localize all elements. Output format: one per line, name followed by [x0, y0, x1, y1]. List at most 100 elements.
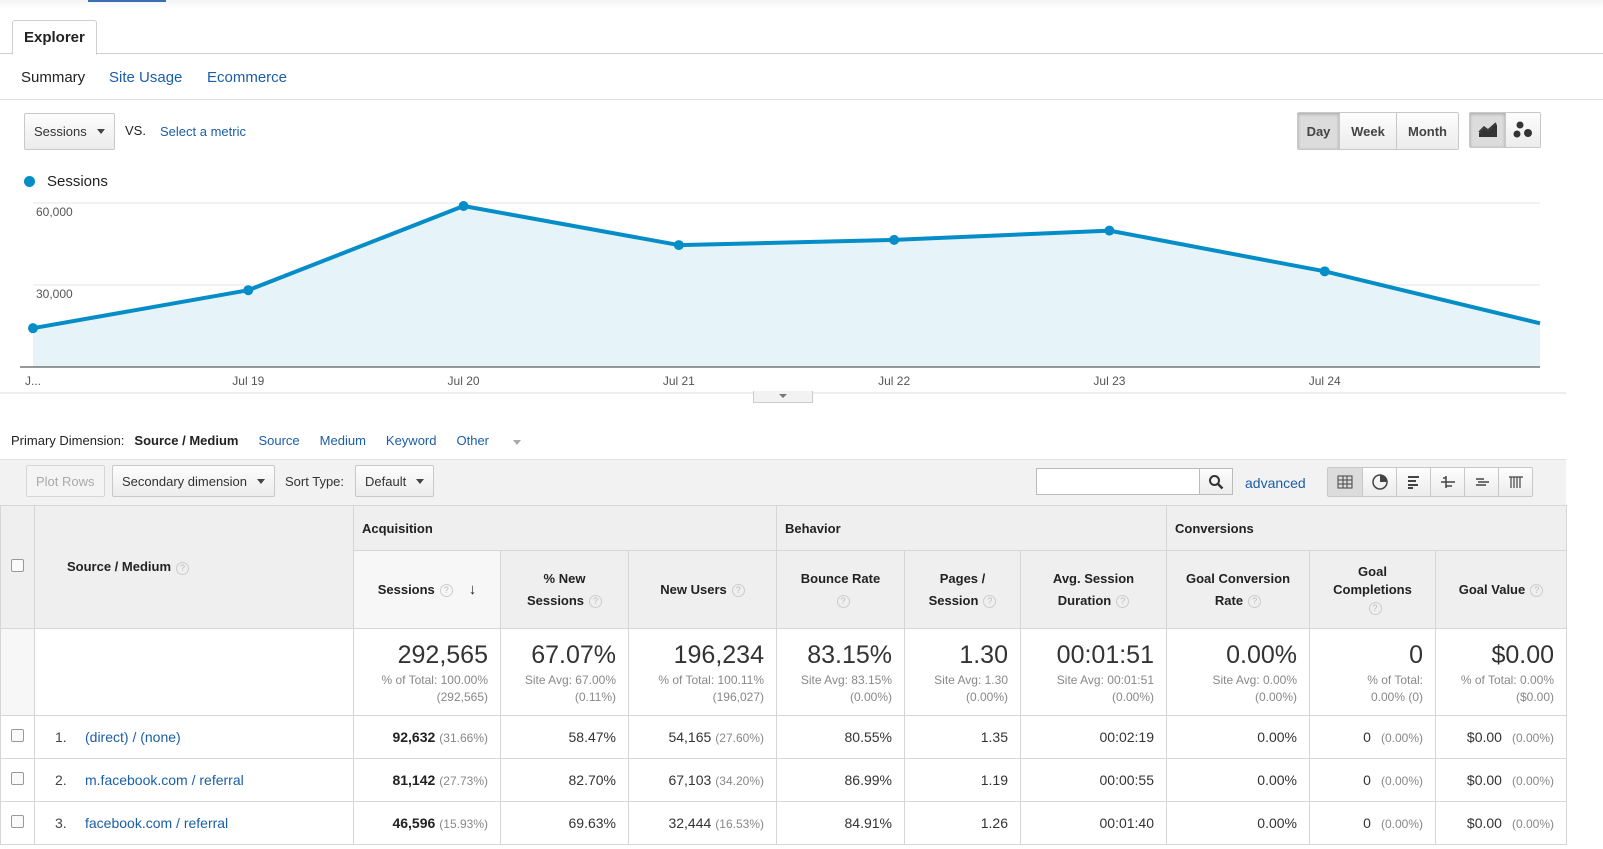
primary-dimension-selected[interactable]: Source / Medium: [134, 433, 239, 448]
collapse-chart-handle[interactable]: [753, 391, 813, 403]
table-search-input[interactable]: [1036, 468, 1200, 495]
source-medium-header[interactable]: Source / Medium?: [34, 505, 354, 629]
x-tick-label: J...: [25, 374, 41, 388]
row-number: 3.: [55, 815, 67, 831]
avg-duration-header[interactable]: Avg. Session Duration?: [1020, 550, 1167, 629]
subnav-site-usage[interactable]: Site Usage: [109, 69, 183, 86]
tab-explorer[interactable]: Explorer: [12, 20, 97, 55]
avg-duration-header-line1: Avg. Session: [1052, 570, 1135, 586]
row-checkbox[interactable]: [11, 772, 24, 785]
total-value: 196,234: [673, 641, 764, 669]
goal-value-value: $0.00: [1466, 815, 1502, 831]
new-sessions-header[interactable]: % New Sessions?: [500, 550, 629, 629]
sessions-value: 46,596: [392, 815, 436, 831]
total-sub2: (292,565): [436, 690, 488, 704]
row-goal-conversion: 0.00%: [1166, 758, 1310, 802]
dimension-source[interactable]: Source: [258, 433, 300, 448]
sort-type-dropdown[interactable]: Default: [355, 465, 435, 497]
row-checkbox[interactable]: [11, 815, 24, 828]
line-chart-icon[interactable]: [1470, 113, 1505, 147]
goal-comp-pct: (0.00%): [1380, 774, 1423, 788]
row-number: 2.: [55, 772, 67, 788]
row-bounce-rate: 80.55%: [776, 715, 905, 759]
term-cloud-view-icon[interactable]: [1464, 468, 1498, 496]
advanced-link[interactable]: advanced: [1245, 475, 1306, 491]
sessions-pct: (15.93%): [439, 817, 488, 831]
data-point: [889, 234, 900, 245]
new-users-pct: (34.20%): [715, 774, 764, 788]
data-point: [673, 240, 684, 251]
dimension-keyword[interactable]: Keyword: [385, 433, 437, 448]
total-bounce-rate: 83.15% Site Avg: 83.15% (0.00%): [776, 628, 905, 716]
new-users-header[interactable]: New Users?: [628, 550, 777, 629]
row-avg-duration: 00:02:19: [1020, 715, 1167, 759]
help-icon[interactable]: ?: [1530, 583, 1544, 597]
pie-view-icon[interactable]: [1362, 468, 1396, 496]
total-sub1: Site Avg: 00:01:51: [1056, 673, 1154, 687]
comparison-view-icon[interactable]: [1430, 468, 1464, 496]
totals-row: 292,565 % of Total: 100.00% (292,565) 67.0…: [0, 628, 1567, 716]
help-icon[interactable]: ?: [1248, 594, 1262, 608]
total-pages-session: 1.30 Site Avg: 1.30 (0.00%): [904, 628, 1021, 716]
help-icon[interactable]: ?: [1116, 594, 1130, 608]
subnav-ecommerce[interactable]: Ecommerce: [207, 69, 288, 86]
total-sub1: Site Avg: 83.15%: [800, 673, 892, 687]
search-button[interactable]: [1199, 468, 1233, 495]
table-view-toggle: [1327, 467, 1533, 497]
help-icon[interactable]: ?: [439, 583, 453, 597]
table-view-icon[interactable]: [1328, 468, 1362, 496]
motion-chart-icon[interactable]: [1505, 113, 1540, 147]
total-sub1: % of Total: 100.11%: [658, 673, 764, 687]
select-all-checkbox[interactable]: [11, 559, 24, 572]
row-name-link[interactable]: (direct) / (none): [85, 729, 181, 745]
month-button[interactable]: Month: [1396, 113, 1458, 149]
secondary-dimension-dropdown[interactable]: Secondary dimension: [112, 465, 276, 497]
total-sub1: % of Total: 100.00%: [381, 673, 488, 687]
table-row: 3. facebook.com / referral 46,596 (15.93%)…: [0, 801, 1567, 845]
pages-session-header[interactable]: Pages / Session?: [904, 550, 1021, 629]
metric-dropdown[interactable]: Sessions: [24, 113, 115, 150]
day-button[interactable]: Day: [1298, 113, 1339, 149]
dimension-other[interactable]: Other: [456, 433, 541, 448]
new-users-value: 32,444: [668, 815, 712, 831]
goal-conversion-header[interactable]: Goal Conversion Rate?: [1166, 550, 1310, 629]
row-goal-completions: 0 (0.00%): [1309, 758, 1436, 802]
total-sub2: 0.00% (0): [1370, 690, 1423, 704]
sessions-pct: (27.73%): [439, 774, 488, 788]
x-tick-label: Jul 20: [448, 374, 480, 388]
granularity-toggle: Day Week Month: [1297, 112, 1459, 150]
plot-rows-button[interactable]: Plot Rows: [26, 465, 105, 497]
help-icon[interactable]: ?: [1368, 601, 1382, 615]
subnav-summary[interactable]: Summary: [21, 69, 86, 86]
sessions-header[interactable]: Sessions? ↓: [353, 550, 501, 629]
chevron-down-icon: [416, 478, 425, 484]
bar-view-icon[interactable]: [1396, 468, 1430, 496]
row-checkbox[interactable]: [11, 729, 24, 742]
active-underline: [88, 0, 166, 2]
total-sub2: (196,027): [712, 690, 764, 704]
row-name-link[interactable]: facebook.com / referral: [85, 815, 229, 831]
pivot-view-icon[interactable]: [1498, 468, 1532, 496]
row-new-sessions: 69.63%: [500, 801, 629, 845]
help-icon[interactable]: ?: [176, 561, 190, 575]
total-sessions: 292,565 % of Total: 100.00% (292,565): [353, 628, 501, 716]
goal-completions-header[interactable]: Goal Completions?: [1309, 550, 1436, 629]
goal-value-header[interactable]: Goal Value?: [1435, 550, 1567, 629]
help-icon[interactable]: ?: [836, 594, 850, 608]
help-icon[interactable]: ?: [589, 594, 603, 608]
goal-completions-header-line2: Completions: [1333, 581, 1412, 597]
goal-comp-value: 0: [1363, 815, 1371, 831]
behavior-group-header: Behavior: [776, 505, 1167, 551]
total-avg-duration: 00:01:51 Site Avg: 00:01:51 (0.00%): [1020, 628, 1167, 716]
secondary-dimension-label: Secondary dimension: [122, 473, 248, 489]
select-metric-link[interactable]: Select a metric: [160, 124, 246, 139]
row-name-link[interactable]: m.facebook.com / referral: [85, 772, 244, 788]
dimension-medium[interactable]: Medium: [319, 433, 366, 448]
help-icon[interactable]: ?: [731, 583, 745, 597]
row-avg-duration: 00:00:55: [1020, 758, 1167, 802]
week-button[interactable]: Week: [1339, 113, 1396, 149]
goal-value-pct: (0.00%): [1511, 774, 1554, 788]
row-checkbox-cell: [0, 758, 35, 802]
help-icon[interactable]: ?: [983, 594, 997, 608]
bounce-rate-header[interactable]: Bounce Rate?: [776, 550, 905, 629]
